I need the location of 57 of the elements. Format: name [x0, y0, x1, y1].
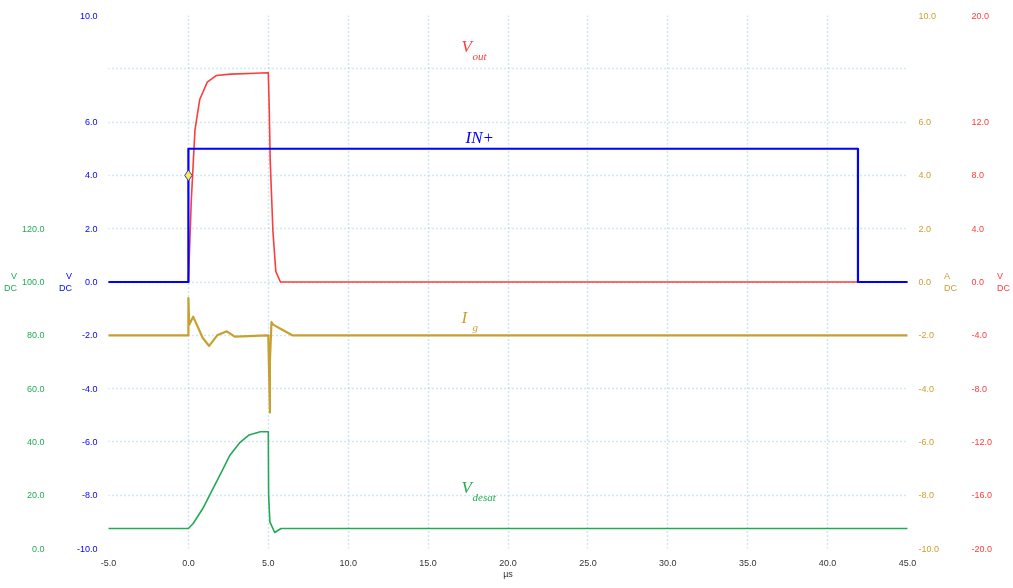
text: V DC	[997, 271, 1011, 293]
x-axis-title: µs	[503, 568, 514, 579]
x-tick-label: 15.0	[419, 557, 437, 568]
y2-tick-label: -16.0	[971, 490, 993, 501]
x-tick-label: 30.0	[659, 557, 677, 568]
y3-tick-label: 20.0	[26, 490, 45, 501]
text: -10.0	[76, 543, 98, 554]
text: -4.0	[81, 383, 98, 394]
y3-tick-label: 100.0	[21, 277, 45, 287]
x-tick-label: 10.0	[339, 557, 357, 568]
x-tick-label: 25.0	[579, 557, 597, 568]
series-label: IN+	[464, 127, 494, 147]
y2-tick-label: 4.0	[971, 223, 985, 234]
text: -8.0	[81, 490, 98, 501]
y2-tick-label: 0.0	[971, 277, 985, 287]
line-series	[108, 296, 908, 414]
line-series	[108, 430, 908, 534]
text: V DC	[3, 271, 18, 293]
text: 0.0	[84, 277, 98, 287]
y-tick-label: 6.0	[918, 117, 932, 128]
y2-tick-label: -4.0	[971, 330, 988, 341]
y3-tick-label: 40.0	[26, 436, 45, 447]
x-tick-label: 35.0	[738, 557, 757, 568]
y-tick-label: 4.0	[918, 170, 932, 181]
y-tick-label: -2.0	[918, 330, 935, 341]
y2-tick-label: -12.0	[971, 436, 993, 447]
y2-tick-label: 20.0	[971, 10, 990, 21]
x-tick-label: 0.0	[182, 557, 195, 568]
text: 4.0	[84, 170, 98, 181]
y2-tick-label: 8.0	[971, 170, 985, 181]
text: 10.0	[79, 10, 98, 21]
text: A DC	[944, 271, 958, 293]
y2-tick-label: 12.0	[971, 117, 990, 128]
text: 6.0	[84, 117, 98, 128]
y3-tick-label: 0.0	[31, 543, 45, 554]
y-tick-label: -10.0	[918, 543, 940, 554]
x-tick-label: 40.0	[818, 557, 837, 568]
y-tick-label: -8.0	[918, 490, 935, 501]
y-tick-label: 2.0	[918, 223, 932, 234]
text: -2.0	[81, 330, 98, 341]
x-tick-label: 5.0	[262, 557, 275, 568]
text: V DC	[58, 271, 73, 293]
y3-tick-label: 80.0	[26, 330, 45, 341]
y-tick-label: -6.0	[918, 436, 935, 447]
x-tick-label: 20.0	[499, 557, 517, 568]
y2-tick-label: -20.0	[971, 543, 993, 554]
text: 2.0	[84, 223, 98, 234]
y3-tick-label: 60.0	[26, 383, 45, 394]
x-tick-label: 45.0	[898, 557, 917, 568]
series-label: Ig	[460, 307, 479, 333]
y-tick-label: 10.0	[918, 10, 937, 21]
y3-tick-label: 120.0	[21, 223, 45, 234]
y2-tick-label: -8.0	[971, 383, 988, 394]
y-tick-label: 0.0	[918, 277, 932, 287]
text: -6.0	[81, 436, 98, 447]
x-tick-label: -5.0	[100, 557, 117, 568]
y-tick-label: -4.0	[918, 383, 935, 394]
